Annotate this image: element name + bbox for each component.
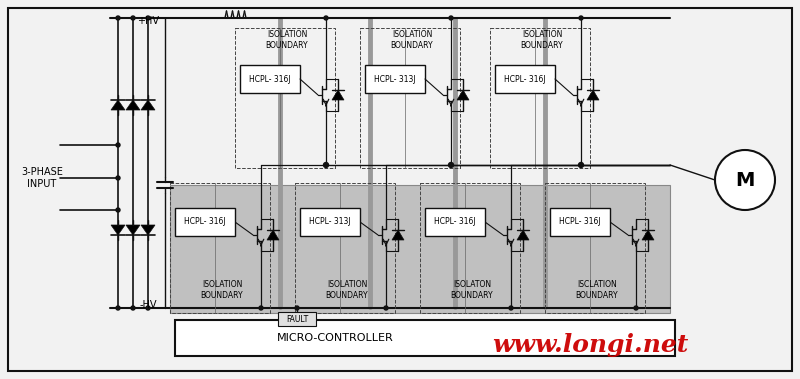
Bar bbox=[278, 312, 316, 326]
Polygon shape bbox=[141, 225, 155, 235]
Text: ISOLATION
BOUNDARY: ISOLATION BOUNDARY bbox=[266, 30, 308, 50]
Bar bbox=[170, 183, 270, 313]
Text: ISOLATION
BOUNDARY: ISOLATION BOUNDARY bbox=[390, 30, 434, 50]
Polygon shape bbox=[126, 225, 140, 235]
Bar bbox=[235, 28, 335, 168]
Circle shape bbox=[323, 163, 329, 168]
Circle shape bbox=[131, 306, 135, 310]
Circle shape bbox=[449, 163, 454, 168]
Bar bbox=[175, 320, 675, 356]
Text: +HV: +HV bbox=[137, 16, 159, 26]
Text: -HV: -HV bbox=[139, 300, 157, 310]
Polygon shape bbox=[457, 90, 469, 100]
Text: ISCLATION
BOUNDARY: ISCLATION BOUNDARY bbox=[576, 280, 618, 300]
Bar bbox=[495, 65, 555, 93]
Text: 3-PHASE
INPUT: 3-PHASE INPUT bbox=[21, 167, 63, 189]
Polygon shape bbox=[332, 90, 344, 100]
Bar bbox=[170, 185, 670, 313]
Circle shape bbox=[116, 143, 120, 147]
Circle shape bbox=[116, 306, 120, 310]
Text: www.longi.net: www.longi.net bbox=[492, 333, 688, 357]
Circle shape bbox=[509, 306, 513, 310]
Text: HCPL- 316J: HCPL- 316J bbox=[434, 218, 476, 227]
Text: HCPL- 316J: HCPL- 316J bbox=[559, 218, 601, 227]
Polygon shape bbox=[141, 100, 155, 110]
Bar bbox=[295, 183, 395, 313]
Circle shape bbox=[146, 306, 150, 310]
Circle shape bbox=[116, 176, 120, 180]
Bar bbox=[175, 208, 235, 236]
Text: ISOLATON
BOUNDARY: ISOLATON BOUNDARY bbox=[450, 280, 494, 300]
Polygon shape bbox=[267, 230, 279, 240]
Circle shape bbox=[579, 16, 583, 20]
Text: FAULT: FAULT bbox=[286, 315, 308, 324]
Text: HCPL- 313J: HCPL- 313J bbox=[309, 218, 351, 227]
Circle shape bbox=[449, 16, 453, 20]
Circle shape bbox=[116, 16, 120, 20]
Text: M: M bbox=[735, 171, 754, 190]
Polygon shape bbox=[111, 100, 125, 110]
Polygon shape bbox=[392, 230, 404, 240]
Circle shape bbox=[384, 306, 388, 310]
Circle shape bbox=[295, 306, 299, 310]
Bar bbox=[300, 208, 360, 236]
Circle shape bbox=[634, 306, 638, 310]
Bar bbox=[490, 28, 590, 168]
Text: HCPL- 316J: HCPL- 316J bbox=[249, 75, 291, 83]
Bar bbox=[365, 65, 425, 93]
Bar bbox=[420, 183, 520, 313]
Polygon shape bbox=[587, 90, 599, 100]
Bar bbox=[425, 208, 485, 236]
Text: ISOLATION
BOUNDARY: ISOLATION BOUNDARY bbox=[326, 280, 368, 300]
Polygon shape bbox=[642, 230, 654, 240]
Bar bbox=[550, 208, 610, 236]
Polygon shape bbox=[517, 230, 529, 240]
Bar bbox=[240, 65, 300, 93]
Circle shape bbox=[146, 16, 150, 20]
Polygon shape bbox=[111, 225, 125, 235]
Bar bbox=[545, 183, 645, 313]
Circle shape bbox=[578, 163, 583, 168]
Text: HCPL- 316J: HCPL- 316J bbox=[184, 218, 226, 227]
Text: MICRO-CONTROLLER: MICRO-CONTROLLER bbox=[277, 333, 394, 343]
Circle shape bbox=[131, 16, 135, 20]
Text: HCPL- 313J: HCPL- 313J bbox=[374, 75, 416, 83]
Circle shape bbox=[259, 306, 263, 310]
Bar bbox=[360, 28, 460, 168]
Text: ISOLATION
BOUNDARY: ISOLATION BOUNDARY bbox=[521, 30, 563, 50]
Circle shape bbox=[715, 150, 775, 210]
Text: HCPL- 316J: HCPL- 316J bbox=[504, 75, 546, 83]
Circle shape bbox=[324, 16, 328, 20]
Polygon shape bbox=[126, 100, 140, 110]
Text: ISOLATION
BOUNDARY: ISOLATION BOUNDARY bbox=[201, 280, 243, 300]
Circle shape bbox=[116, 208, 120, 212]
